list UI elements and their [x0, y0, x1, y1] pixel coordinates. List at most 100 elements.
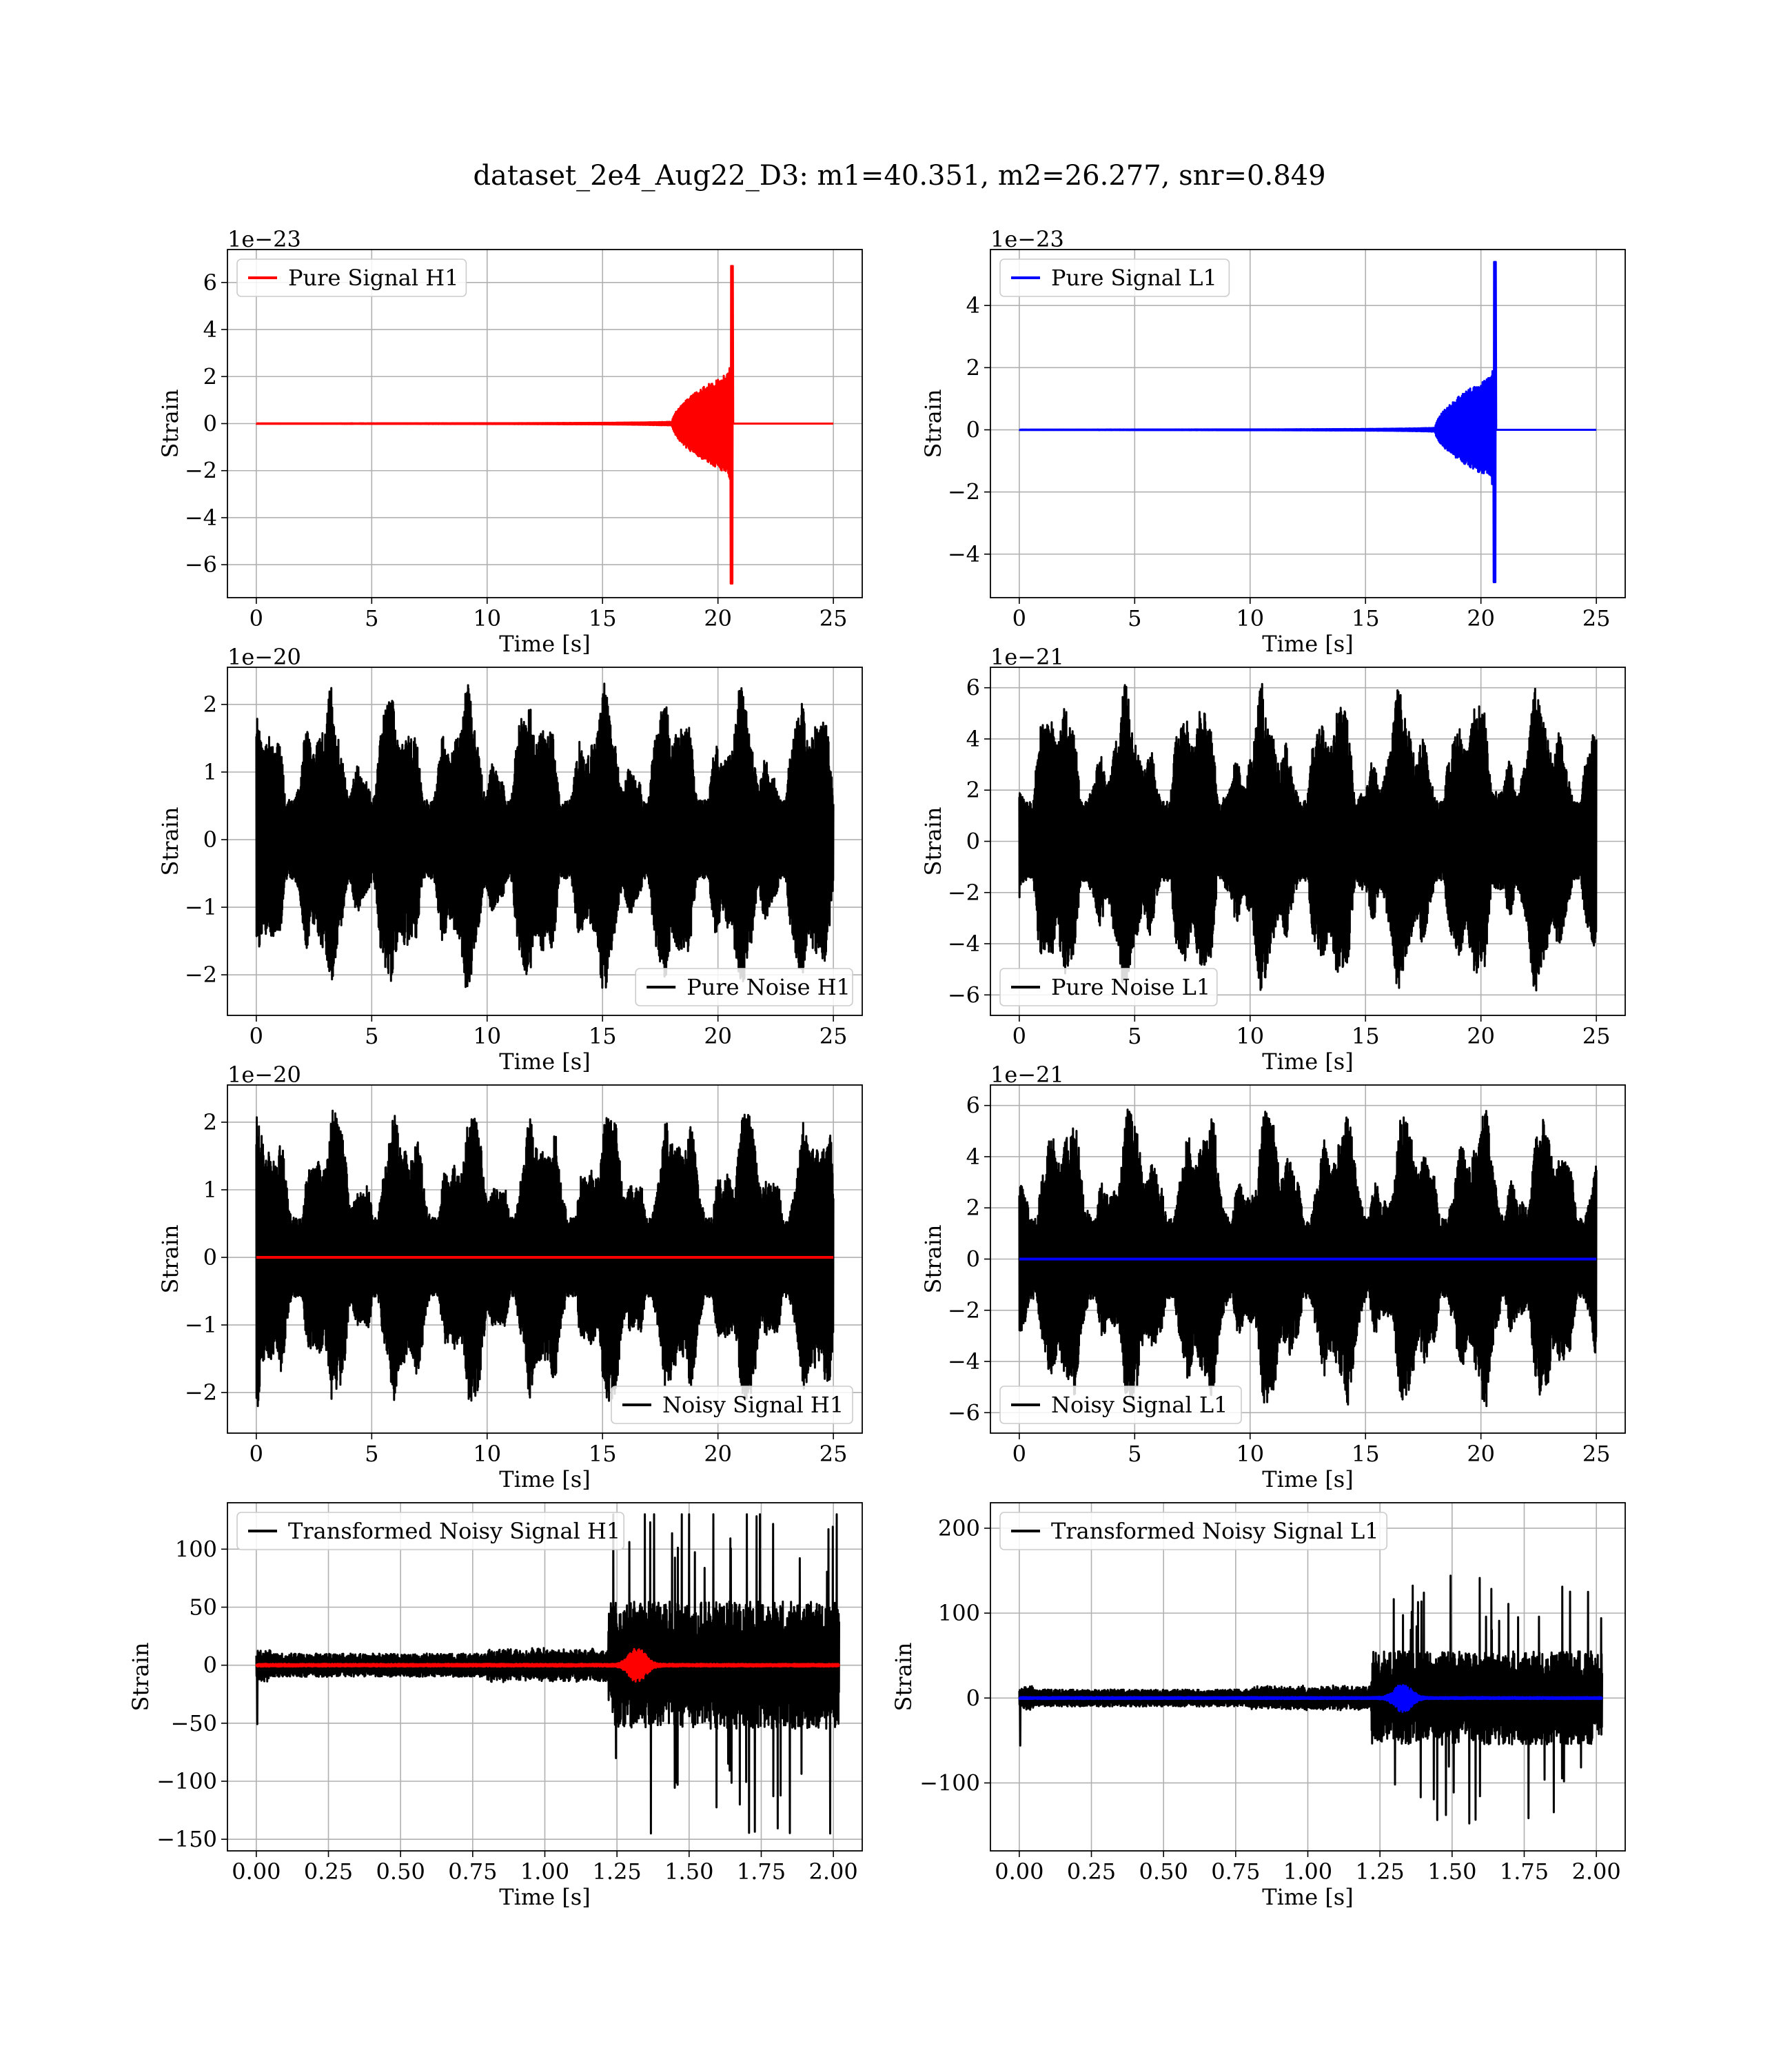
- x-tick-label: 0.00: [232, 1858, 281, 1885]
- y-tick-label: −4: [948, 931, 980, 957]
- y-tick-label: 2: [966, 354, 980, 381]
- legend: Pure Signal L1: [999, 258, 1230, 297]
- x-axis-label: Time [s]: [1262, 1884, 1353, 1910]
- y-tick-label: −4: [948, 541, 980, 567]
- series-line-primary: [1018, 1108, 1598, 1408]
- figure-title: dataset_2e4_Aug22_D3: m1=40.351, m2=26.2…: [473, 160, 1325, 192]
- y-axis-label: Strain: [920, 1225, 946, 1294]
- legend: Noisy Signal L1: [999, 1386, 1242, 1424]
- x-tick-label: 25: [1582, 1441, 1611, 1467]
- series-group: [1018, 261, 1597, 583]
- legend-frame: [999, 258, 1230, 297]
- y-tick-label: −2: [948, 1297, 980, 1324]
- x-tick-label: 1.00: [1283, 1858, 1332, 1885]
- x-tick-label: 25: [819, 1023, 848, 1049]
- x-tick-label: 10: [473, 1441, 501, 1467]
- x-tick-label: 0.00: [995, 1858, 1043, 1885]
- x-tick-label: 10: [1236, 1023, 1264, 1049]
- y-tick-label: 50: [189, 1594, 217, 1621]
- x-axis-label: Time [s]: [499, 631, 590, 657]
- y-tick-label: 4: [966, 1144, 980, 1170]
- subplot-transformed-noisy-signal-l1: 0.00 0.25 0.50 0.75 1.00 1.25 1.50 1.75 2.00 −100…: [890, 1502, 1626, 1910]
- x-tick-label: 15: [589, 1023, 617, 1049]
- x-axis-label: Time [s]: [1262, 1466, 1353, 1492]
- axis-offset-label: 1e−20: [227, 644, 301, 670]
- y-tick-label: 0: [203, 827, 217, 853]
- series-group: [1018, 1108, 1598, 1408]
- x-tick-label: 1.25: [593, 1858, 642, 1885]
- x-tick-label: 0: [1012, 1023, 1026, 1049]
- series-group: [1018, 682, 1598, 992]
- axis-offset-label: 1e−23: [227, 226, 301, 252]
- legend-label: Pure Noise H1: [686, 974, 851, 1000]
- legend: Pure Noise H1: [635, 968, 853, 1006]
- legend: Transformed Noisy Signal L1: [999, 1512, 1388, 1550]
- legend-label: Transformed Noisy Signal H1: [288, 1518, 620, 1544]
- x-axis-label: Time [s]: [499, 1048, 590, 1075]
- legend: Pure Noise L1: [999, 968, 1218, 1006]
- y-tick-label: −2: [185, 962, 217, 988]
- x-tick-label: 25: [819, 605, 848, 631]
- x-tick-label: 0.50: [1139, 1858, 1188, 1885]
- x-tick-label: 10: [1236, 1441, 1264, 1467]
- x-tick-label: 20: [1467, 1023, 1495, 1049]
- series-line-primary: [255, 682, 835, 989]
- legend-frame: [999, 968, 1218, 1006]
- y-tick-label: 1: [203, 1177, 217, 1203]
- y-tick-label: −2: [185, 458, 217, 484]
- x-tick-label: 25: [1582, 605, 1611, 631]
- series-line-overlay: [1018, 1684, 1603, 1713]
- y-tick-label: 0: [966, 1246, 980, 1273]
- y-tick-label: −1: [185, 1312, 217, 1338]
- x-tick-label: 1.75: [1500, 1858, 1549, 1885]
- y-tick-label: 6: [966, 675, 980, 701]
- y-tick-label: −100: [919, 1770, 980, 1796]
- y-axis-label: Strain: [890, 1643, 917, 1712]
- series-group: [1018, 1574, 1603, 1825]
- x-tick-label: 0: [250, 1023, 263, 1049]
- x-tick-label: 1.50: [1427, 1858, 1476, 1885]
- x-tick-label: 1.00: [520, 1858, 569, 1885]
- subplot-pure-signal-l1: 0 5 10 15 20 25 −4 −2 0 2 4 Time [s] Strain 1e−23 Pure…: [920, 226, 1626, 657]
- y-axis-label: Strain: [157, 1225, 183, 1294]
- series-line-primary: [1018, 261, 1597, 583]
- y-axis-label: Strain: [920, 389, 946, 458]
- y-tick-label: 0: [203, 411, 217, 437]
- y-tick-label: −50: [170, 1710, 217, 1736]
- legend: Transformed Noisy Signal H1: [236, 1512, 625, 1550]
- subplot-noisy-signal-h1: 0 5 10 15 20 25 −2 −1 0 1 2 Time [s] Strain 1e−20 Nois…: [157, 1062, 863, 1492]
- y-axis-label: Strain: [157, 389, 183, 458]
- axes-frame: [227, 1084, 863, 1434]
- legend-label: Noisy Signal L1: [1051, 1392, 1228, 1418]
- axes-frame: [227, 667, 863, 1016]
- y-tick-label: −1: [185, 894, 217, 920]
- x-tick-label: 10: [1236, 605, 1264, 631]
- y-tick-label: −6: [948, 1399, 980, 1426]
- x-tick-label: 20: [704, 1023, 732, 1049]
- x-tick-label: 15: [1352, 1023, 1380, 1049]
- y-tick-label: 4: [966, 726, 980, 752]
- y-tick-label: −150: [156, 1826, 217, 1852]
- axis-offset-label: 1e−23: [990, 226, 1064, 252]
- axis-offset-label: 1e−20: [227, 1062, 301, 1088]
- y-tick-label: 2: [966, 1195, 980, 1221]
- series-group: [255, 682, 835, 989]
- x-tick-label: 0.75: [1211, 1858, 1260, 1885]
- legend-label: Pure Signal L1: [1051, 265, 1217, 291]
- axis-offset-label: 1e−21: [990, 644, 1064, 670]
- y-tick-label: 2: [966, 777, 980, 803]
- subplot-pure-signal-h1: 0 5 10 15 20 25 −6 −4 −2 0 2 4 6 Time [s] Strain 1e−23 P…: [157, 226, 863, 657]
- y-tick-label: 1: [203, 759, 217, 785]
- x-tick-label: 20: [704, 1441, 732, 1467]
- legend-frame: [999, 1512, 1388, 1550]
- y-tick-label: −2: [185, 1379, 217, 1406]
- x-tick-label: 5: [365, 1023, 378, 1049]
- y-axis-label: Strain: [157, 807, 183, 876]
- subplot-noisy-signal-l1: 0 5 10 15 20 25 −6 −4 −2 0 2 4 6 Time [s] Strain 1e−21 N…: [920, 1062, 1626, 1492]
- series-line-primary: [255, 265, 834, 585]
- x-tick-label: 1.50: [664, 1858, 713, 1885]
- x-tick-label: 20: [1467, 1441, 1495, 1467]
- y-tick-label: 6: [203, 270, 217, 296]
- x-tick-label: 5: [1128, 1441, 1141, 1467]
